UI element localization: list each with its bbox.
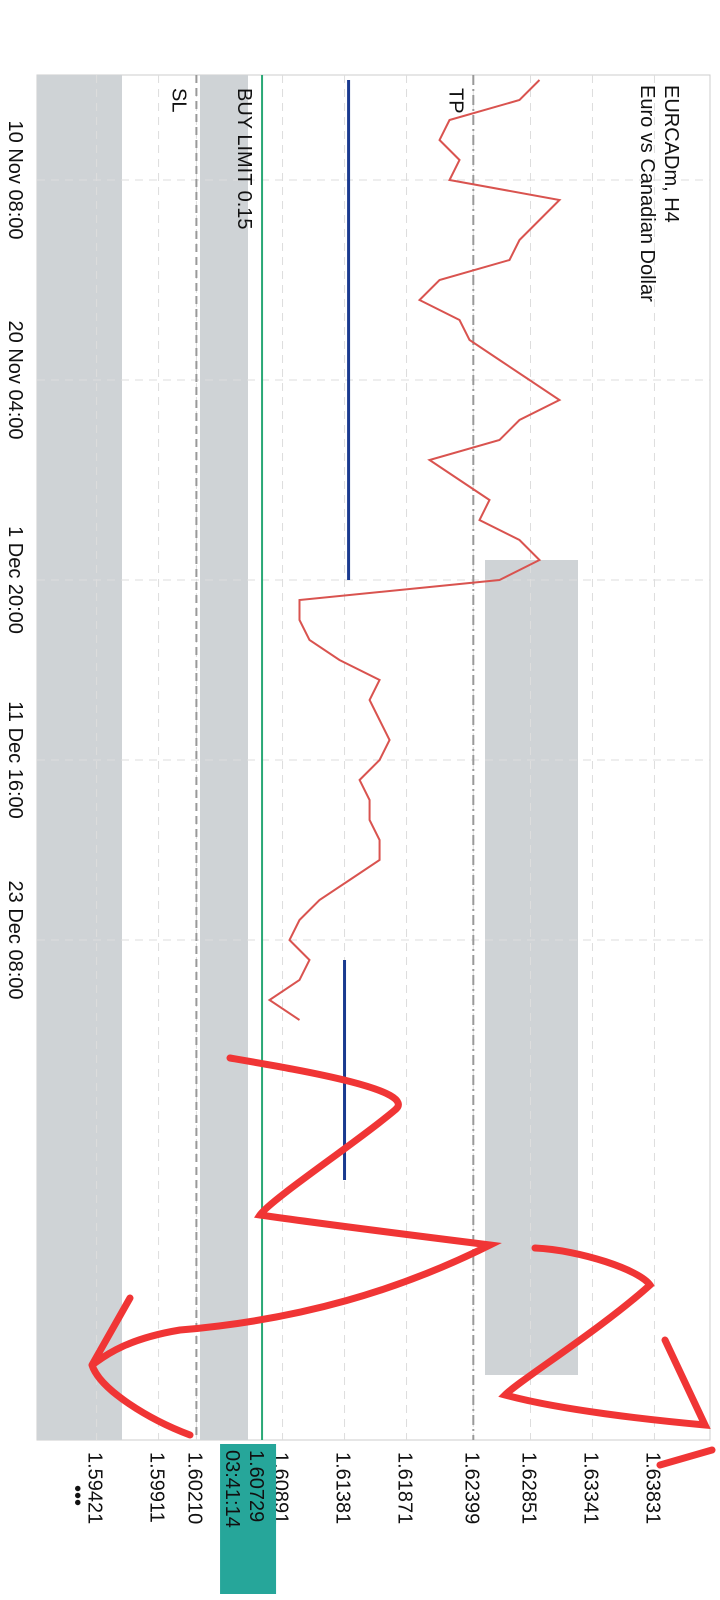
y-tick-label: 1.59421 <box>84 1452 106 1524</box>
shade <box>200 75 248 1440</box>
y-tick-label: 1.60210 <box>183 1452 205 1524</box>
scribble <box>88 1054 716 1469</box>
level-label: TP <box>444 88 466 114</box>
chart-subtitle: Euro vs Canadian Dollar <box>636 85 658 302</box>
y-tick-label: 1.62399 <box>460 1452 482 1524</box>
x-tick-label: 11 Dec 16:00 <box>4 701 26 819</box>
y-tick-label: 1.59911 <box>146 1452 168 1523</box>
ma-line <box>343 80 351 1180</box>
y-tick-label: 1.63831 <box>641 1452 663 1524</box>
price-badge <box>220 1444 277 1594</box>
current-price: 1.60729 <box>245 1450 267 1522</box>
level-label: BUY LIMIT 0.15 <box>233 88 255 230</box>
price-line <box>267 79 562 1021</box>
y-tick-label: 1.62851 <box>517 1452 539 1524</box>
x-tick-label: 23 Dec 08:00 <box>4 881 26 1000</box>
y-tick-label: 1.61381 <box>332 1452 354 1524</box>
y-tick-label: 1.61871 <box>394 1452 416 1524</box>
shade <box>485 560 578 1375</box>
plot-area <box>36 74 711 1441</box>
y-tick-label: 1.63341 <box>579 1452 601 1524</box>
shade <box>37 75 122 1440</box>
level-label: SL <box>167 88 189 112</box>
x-tick-label: 20 Nov 04:00 <box>4 321 26 440</box>
x-tick-label: 1 Dec 20:00 <box>4 526 26 634</box>
timer: 03:41:14 <box>221 1450 243 1528</box>
x-tick-label: 10 Nov 08:00 <box>4 121 26 240</box>
chart-title: EURCADm, H4 <box>660 85 682 223</box>
more-icon[interactable]: ••• <box>66 1485 88 1506</box>
